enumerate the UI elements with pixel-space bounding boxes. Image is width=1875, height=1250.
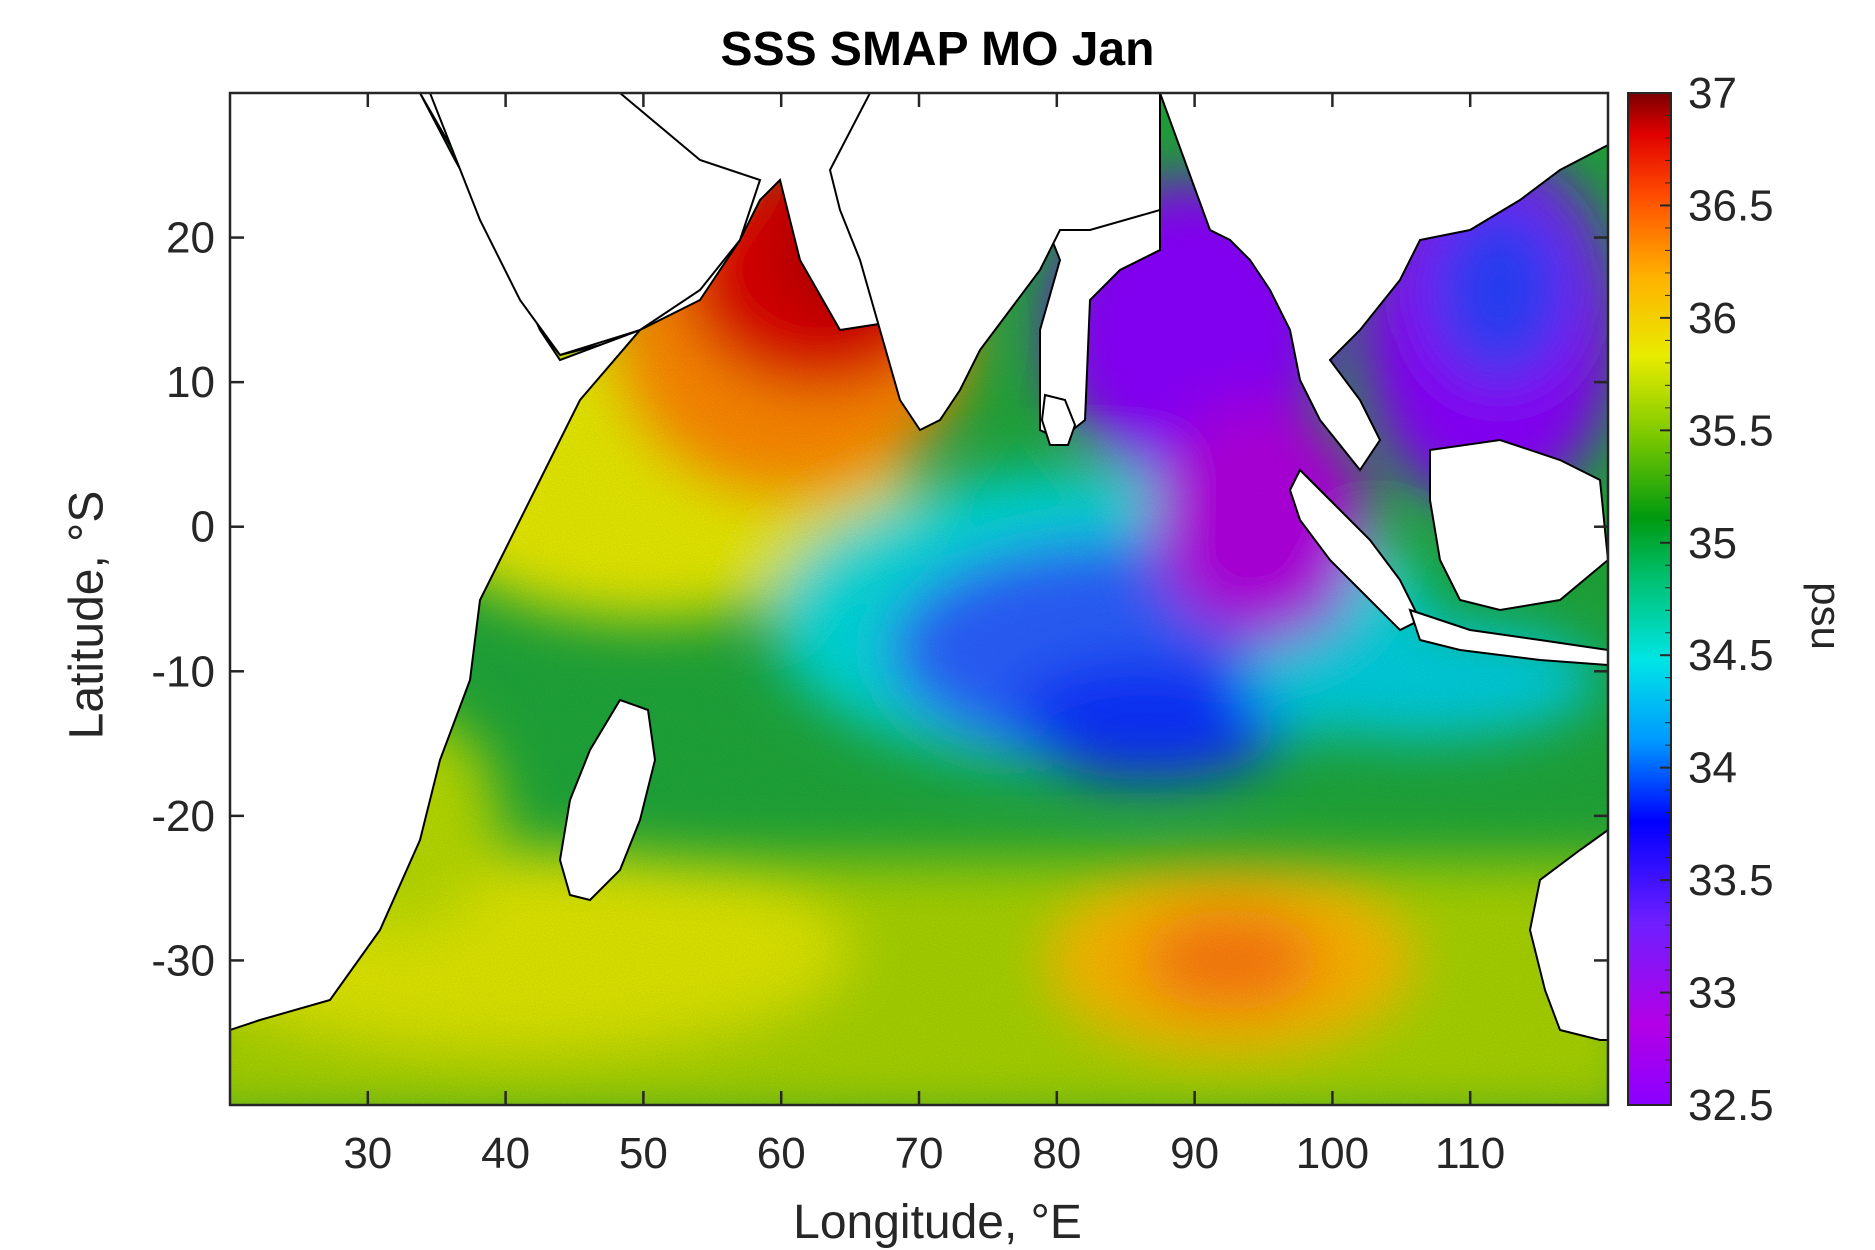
y-tick-label: -30 <box>151 936 215 985</box>
x-tick-label: 100 <box>1296 1129 1369 1178</box>
x-tick-label: 60 <box>757 1129 806 1178</box>
y-tick-label: -10 <box>151 647 215 696</box>
colorbar-tick-label: 34.5 <box>1688 631 1774 680</box>
colorbar-label: psu <box>1803 582 1850 650</box>
x-axis-ticks: 30 40 50 60 70 80 90 100 110 <box>343 93 1505 1178</box>
y-tick-label: 20 <box>166 214 215 263</box>
x-tick-label: 90 <box>1170 1129 1219 1178</box>
colorbar-tick-label: 33.5 <box>1688 856 1774 905</box>
colorbar-tick-label: 34 <box>1688 744 1737 793</box>
colorbar-tick-label: 35.5 <box>1688 406 1774 455</box>
colorbar-tick-label: 36.5 <box>1688 181 1774 230</box>
x-tick-label: 50 <box>619 1129 668 1178</box>
y-tick-label: -20 <box>151 792 215 841</box>
colorbar-tick-label: 33 <box>1688 969 1737 1018</box>
x-tick-label: 30 <box>343 1129 392 1178</box>
land-masses <box>230 93 1608 1041</box>
colorbar <box>1627 92 1672 1106</box>
colorbar-tick-label: 37 <box>1688 69 1737 118</box>
y-tick-label: 0 <box>191 503 215 552</box>
colorbar-tick-label: 35 <box>1688 519 1737 568</box>
x-tick-label: 40 <box>481 1129 530 1178</box>
colorbar-tick-label: 32.5 <box>1688 1081 1774 1130</box>
x-tick-label: 80 <box>1032 1129 1081 1178</box>
y-tick-label: 10 <box>166 358 215 407</box>
salinity-field <box>230 93 1608 1105</box>
y-axis-ticks: 20 10 0 -10 -20 -30 <box>151 214 1608 985</box>
x-axis-label: Longitude, °E <box>793 1196 1082 1249</box>
map-title: SSS SMAP MO Jan <box>720 23 1155 76</box>
x-tick-label: 70 <box>895 1129 944 1178</box>
x-tick-label: 110 <box>1435 1129 1505 1178</box>
colorbar-tick-label: 36 <box>1688 294 1737 343</box>
colorbar-ticks: 37 36.5 36 35.5 35 34.5 34 33.5 33 32.5 <box>1660 69 1774 1130</box>
y-axis-label: Latitude, °S <box>60 490 114 740</box>
